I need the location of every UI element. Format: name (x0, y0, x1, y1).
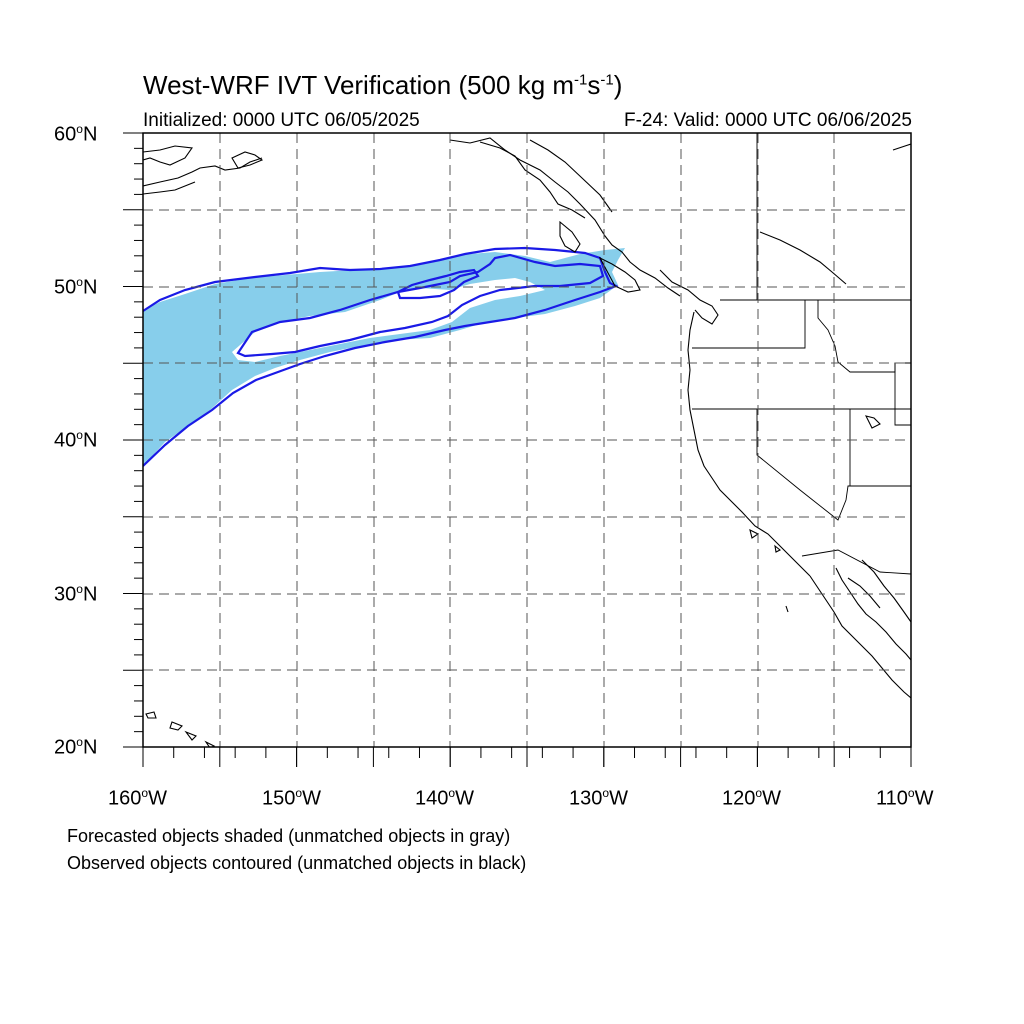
lon-label-130w: 130oW (569, 786, 628, 810)
lat-label-30n: 30oN (54, 582, 98, 606)
axis-ticks (123, 132, 912, 767)
valid-time-label: F-24: Valid: 0000 UTC 06/06/2025 (624, 110, 912, 131)
lat-label-20n: 20oN (54, 735, 98, 759)
map-gridlines (143, 133, 911, 747)
observed-ivt-inner-contour (236, 253, 605, 358)
coastlines (143, 137, 911, 747)
lon-label-140w: 140oW (415, 786, 474, 810)
note-observed: Observed objects contoured (unmatched ob… (67, 853, 527, 873)
observed-ivt-loop-contour (396, 268, 480, 300)
note-forecast: Forecasted objects shaded (unmatched obj… (67, 826, 511, 846)
lon-label-160w: 160oW (108, 786, 167, 810)
lat-label-40n: 40oN (54, 428, 98, 452)
forecast-ivt-object (143, 248, 625, 466)
map-content (143, 133, 911, 747)
lon-label-150w: 150oW (262, 786, 321, 810)
lat-label-50n: 50oN (54, 275, 98, 299)
lon-label-120w: 120oW (722, 786, 781, 810)
political-borders (692, 133, 911, 575)
plot-title: West-WRF IVT Verification (500 kg m-1s-1… (143, 70, 623, 100)
lat-label-60n: 60oN (54, 122, 98, 146)
init-time-label: Initialized: 0000 UTC 06/05/2025 (143, 110, 420, 131)
lon-label-110w: 110oW (876, 786, 934, 810)
